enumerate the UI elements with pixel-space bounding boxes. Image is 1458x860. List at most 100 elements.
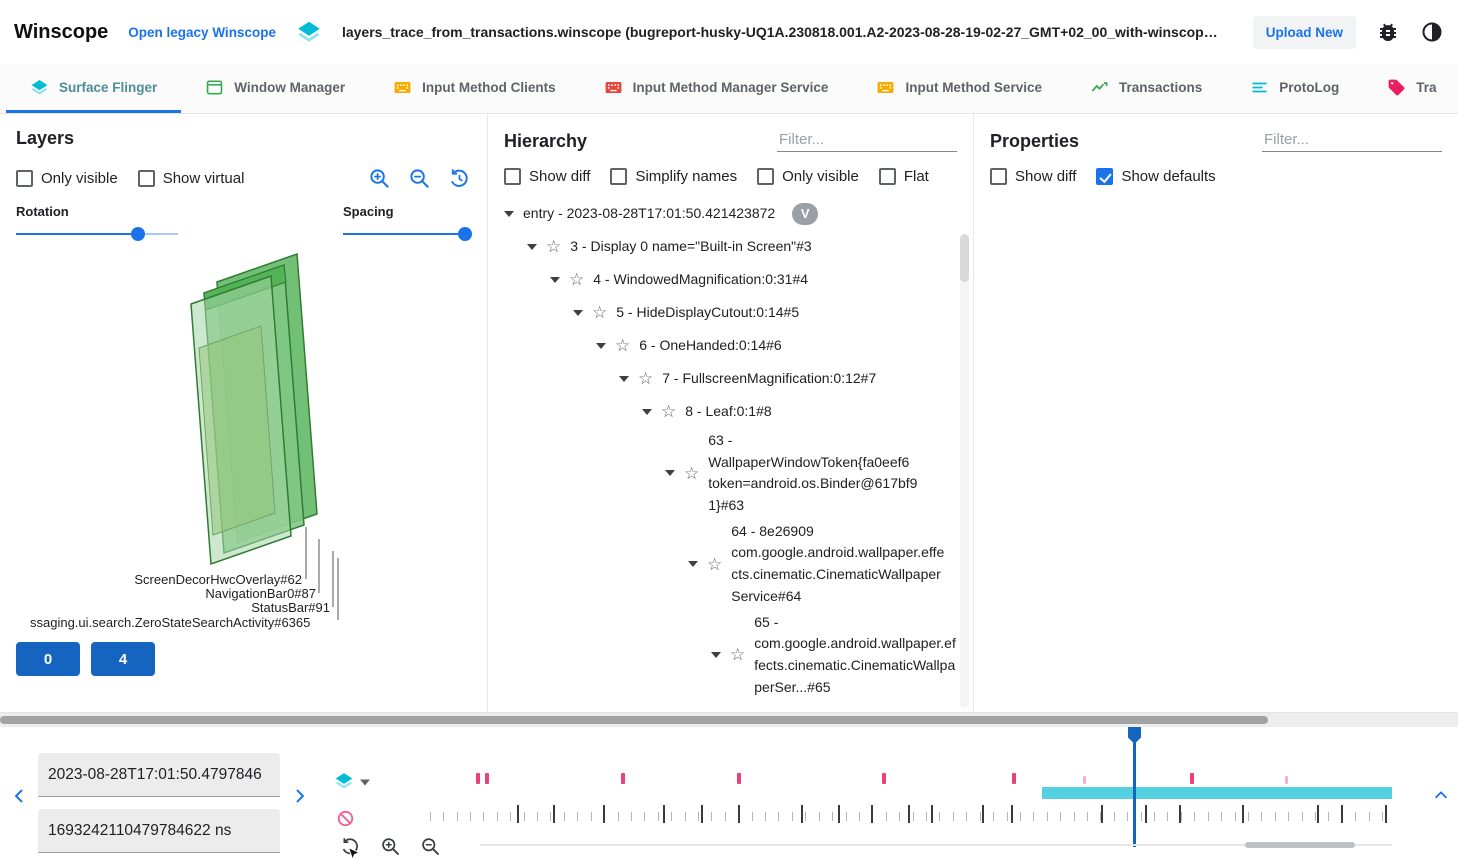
bug-report-icon[interactable] — [1376, 20, 1400, 44]
trace-select-caret-icon[interactable] — [360, 779, 370, 786]
timeline-zoom-in-icon[interactable] — [380, 836, 401, 857]
star-icon[interactable]: ☆ — [661, 402, 677, 421]
expander-icon[interactable] — [711, 651, 721, 658]
star-icon[interactable]: ☆ — [546, 237, 562, 256]
expander-icon[interactable] — [550, 276, 560, 283]
only-visible-checkbox-item[interactable]: Only visible — [16, 170, 118, 187]
star-icon[interactable]: ☆ — [638, 369, 654, 388]
transactions-trace-disabled-icon[interactable] — [336, 809, 355, 828]
upload-new-button[interactable]: Upload New — [1252, 15, 1356, 49]
tree-node[interactable]: ☆ 8 - Leaf:0:1#8 — [504, 395, 957, 428]
open-legacy-winscope-link[interactable]: Open legacy Winscope — [128, 24, 276, 40]
star-icon[interactable]: ☆ — [569, 270, 585, 289]
frame-tick — [871, 805, 873, 823]
spacing-slider[interactable] — [343, 226, 472, 242]
expander-icon[interactable] — [688, 561, 698, 568]
display-button-4[interactable]: 4 — [91, 642, 155, 676]
trace-event-marker[interactable] — [1189, 773, 1194, 784]
hier-only-visible-checkbox-item[interactable]: Only visible — [757, 168, 859, 185]
layers-3d-view[interactable]: ScreenDecorHwcOverlay#62 NavigationBar0#… — [16, 248, 471, 638]
reset-view-icon[interactable] — [448, 167, 471, 190]
star-icon[interactable]: ☆ — [707, 554, 723, 574]
rotation-slider[interactable] — [16, 226, 178, 242]
dark-mode-toggle-icon[interactable] — [1420, 20, 1444, 44]
selection-range[interactable] — [1042, 787, 1392, 799]
tree-node[interactable]: ☆ 6 - OneHanded:0:14#6 — [504, 329, 957, 362]
trace-event-marker[interactable] — [485, 773, 490, 784]
star-icon[interactable]: ☆ — [684, 463, 700, 483]
flat-checkbox[interactable] — [878, 168, 896, 185]
zoom-out-icon[interactable] — [408, 167, 431, 190]
prev-entry-button[interactable] — [9, 786, 29, 806]
tab-input-method-manager-service[interactable]: Input Method Manager Service — [580, 64, 853, 113]
expander-icon[interactable] — [642, 408, 652, 415]
timeline-top-scrollbar[interactable] — [0, 713, 1458, 727]
expander-icon[interactable] — [619, 375, 629, 382]
only-visible-checkbox[interactable] — [16, 170, 33, 187]
timeline-cursor-handle[interactable] — [1128, 727, 1142, 744]
trace-event-marker[interactable] — [1285, 776, 1289, 784]
tree-node[interactable]: ☆ 63 - WallpaperWindowToken{fa0eef6 token… — [504, 428, 957, 519]
tree-node[interactable]: ☆ 3 - Display 0 name="Built-in Screen"#3 — [504, 230, 957, 263]
trace-event-marker[interactable] — [881, 773, 886, 784]
tab-tra[interactable]: Tra — [1363, 64, 1458, 113]
spacing-slider-thumb[interactable] — [457, 227, 472, 241]
next-entry-button[interactable] — [290, 786, 310, 806]
tree-node[interactable]: ☆ 7 - FullscreenMagnification:0:12#7 — [504, 362, 957, 395]
zoom-in-icon[interactable] — [368, 167, 391, 190]
show-defaults-checkbox-item[interactable]: Show defaults — [1096, 168, 1216, 185]
hierarchy-filter-input[interactable] — [777, 128, 957, 152]
show-virtual-checkbox-item[interactable]: Show virtual — [137, 170, 244, 187]
timestamp-human-field[interactable]: 2023-08-28T17:01:50.4797846 — [38, 753, 280, 797]
tab-surface-flinger[interactable]: Surface Flinger — [6, 64, 182, 113]
simplify-names-checkbox-item[interactable]: Simplify names — [610, 168, 737, 185]
expander-icon[interactable] — [596, 342, 606, 349]
show-virtual-checkbox[interactable] — [137, 170, 155, 187]
tab-window-manager[interactable]: Window Manager — [181, 64, 369, 113]
timeline-bottom-thumb[interactable] — [1245, 842, 1355, 848]
trace-event-marker[interactable] — [1082, 776, 1086, 784]
tab-input-method-clients[interactable]: Input Method Clients — [369, 64, 579, 113]
trace-event-marker[interactable] — [621, 773, 626, 784]
timeline-zoom-out-icon[interactable] — [420, 836, 441, 857]
show-defaults-checkbox[interactable] — [1096, 168, 1114, 185]
expander-icon[interactable] — [573, 309, 583, 316]
simplify-names-checkbox[interactable] — [610, 168, 628, 185]
trace-event-marker[interactable] — [1011, 773, 1016, 784]
tree-node[interactable]: ☆ 64 - 8e26909 com.google.android.wallpap… — [504, 519, 957, 610]
timeline-cursor[interactable] — [1133, 729, 1137, 847]
props-show-diff-checkbox-item[interactable]: Show diff — [990, 168, 1076, 185]
display-button-0[interactable]: 0 — [16, 642, 80, 676]
expand-timeline-button[interactable] — [1432, 786, 1450, 804]
tab-input-method-service[interactable]: Input Method Service — [852, 64, 1066, 113]
tree-node[interactable]: ☆ 65 - com.google.android.wallpaper.effec… — [504, 610, 957, 701]
trace-event-marker[interactable] — [736, 773, 741, 784]
hier-only-visible-checkbox[interactable] — [757, 168, 775, 185]
expander-icon[interactable] — [504, 210, 514, 217]
star-icon[interactable]: ☆ — [592, 303, 608, 322]
timeline-bottom-scrollbar[interactable] — [480, 841, 1392, 849]
tree-node[interactable]: ☆ 5 - HideDisplayCutout:0:14#5 — [504, 296, 957, 329]
timeline-reset-zoom-icon[interactable] — [340, 836, 361, 857]
trace-event-marker[interactable] — [476, 773, 481, 784]
expander-icon[interactable] — [527, 243, 537, 250]
hierarchy-scrollbar-thumb[interactable] — [960, 234, 969, 282]
tree-node[interactable]: entry - 2023-08-28T17:01:50.421423872 V — [504, 197, 957, 230]
star-icon[interactable]: ☆ — [615, 336, 631, 355]
show-diff-checkbox-item[interactable]: Show diff — [504, 168, 590, 185]
properties-filter-input[interactable] — [1262, 128, 1442, 152]
timestamp-ns-field[interactable]: 1693242110479784622 ns — [38, 809, 280, 853]
rotation-slider-thumb[interactable] — [130, 227, 145, 241]
tree-node[interactable]: ☆ 4 - WindowedMagnification:0:31#4 — [504, 263, 957, 296]
flat-checkbox-item[interactable]: Flat — [878, 168, 929, 185]
expander-icon[interactable] — [665, 470, 675, 477]
minimap-lane[interactable] — [420, 713, 1392, 860]
tab-protolog[interactable]: ProtoLog — [1226, 64, 1363, 113]
star-icon[interactable]: ☆ — [730, 645, 746, 665]
surface-flinger-trace-icon[interactable] — [334, 771, 354, 791]
show-diff-checkbox[interactable] — [504, 168, 521, 185]
props-show-diff-checkbox[interactable] — [990, 168, 1007, 185]
tab-transactions[interactable]: Transactions — [1066, 64, 1226, 113]
timeline-top-scrollbar-thumb[interactable] — [0, 716, 1269, 724]
hierarchy-scrollbar[interactable] — [960, 234, 969, 708]
